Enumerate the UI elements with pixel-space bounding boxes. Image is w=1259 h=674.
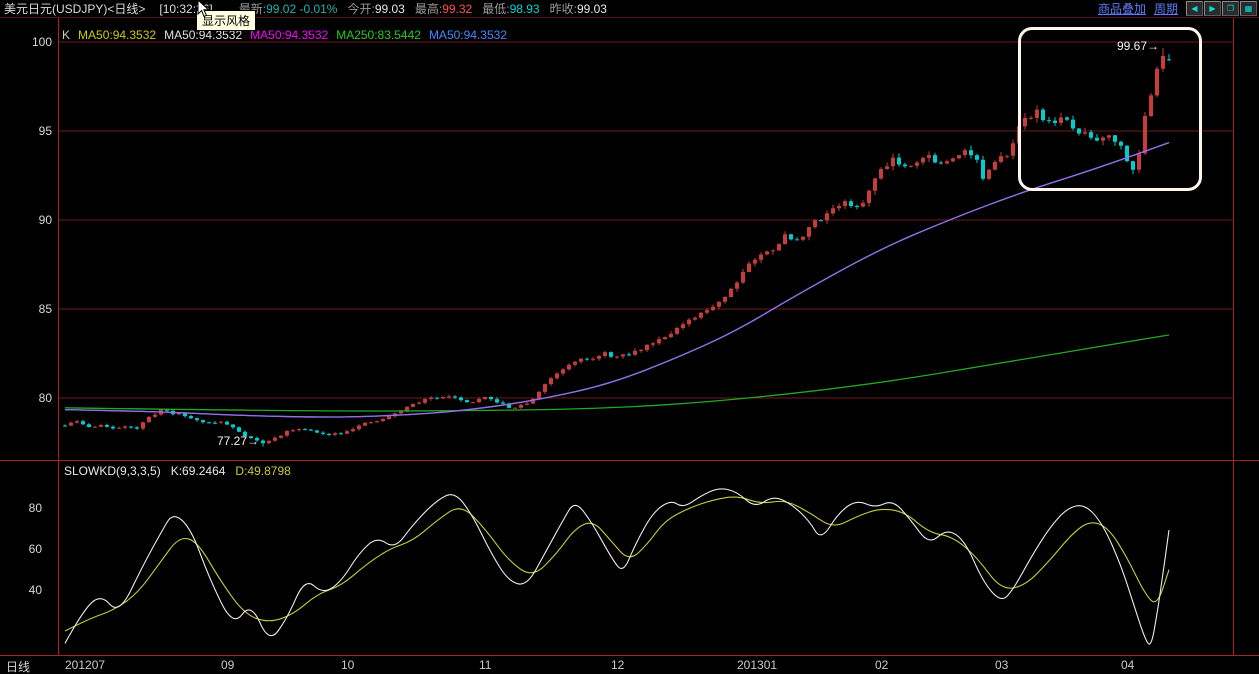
- time-axis-label: 12: [611, 658, 625, 672]
- time-axis-label: 02: [875, 658, 889, 672]
- time-axis-label: 03: [995, 658, 1009, 672]
- kd-line-D: [64, 496, 1170, 632]
- mouse-cursor: [197, 0, 210, 18]
- quote-item: 最低:98.93: [482, 0, 539, 17]
- high-price-annotation: 99.67→: [1117, 38, 1160, 53]
- kd-indicator-title: SLOWKD(9,3,3,5): [64, 464, 161, 478]
- quote-label: 最低:: [482, 2, 510, 16]
- up-candle-bodies: [69, 55, 1165, 444]
- time-axis-label: 201207: [65, 658, 106, 672]
- time-axis-label: 04: [1121, 658, 1135, 672]
- down-candle-bodies: [63, 59, 1171, 444]
- price-axis-label: 100: [31, 35, 52, 49]
- period-tab-label: 日线: [6, 660, 31, 674]
- window-restore-button[interactable]: ❐: [1222, 1, 1239, 16]
- indicator-label: MA50:94.3532: [164, 28, 243, 42]
- window-tile-button[interactable]: ▦: [1240, 1, 1257, 16]
- overlay-link[interactable]: 商品叠加: [1097, 2, 1146, 16]
- ma-line-MA50: [64, 141, 1170, 418]
- kd-d-value: D:49.8798: [235, 464, 291, 478]
- quote-item: 最新:99.02 -0.01%: [239, 0, 338, 17]
- low-price-annotation: 77.27→: [217, 433, 260, 448]
- price-axis-label: 90: [38, 213, 52, 227]
- quote-value: 99.02: [266, 2, 297, 16]
- quote-label: 昨收:: [549, 2, 577, 16]
- kd-axis-label: 60: [28, 542, 42, 556]
- kd-axis-label: 40: [28, 583, 42, 597]
- quote-fields: 最新:99.02 -0.01% 今开:99.03 最高:99.32 最低:98.93 昨…: [239, 0, 617, 17]
- indicator-label: MA50:94.3532: [78, 28, 157, 42]
- quote-change: -0.01%: [296, 2, 338, 16]
- quote-label: 最高:: [414, 2, 443, 16]
- symbol-title: 美元日元(USDJPY)<日线>: [4, 2, 146, 16]
- indicator-labels-row: K MA50:94.3532 MA50:94.3532 MA50:94.3532 MA2…: [62, 28, 507, 42]
- quote-value: 98.93: [509, 2, 540, 16]
- ma-line-MA250: [64, 334, 1170, 412]
- indicator-label: MA50:94.3532: [250, 28, 329, 42]
- quote-item: 今开:99.03: [347, 0, 404, 17]
- quote-bar: 美元日元(USDJPY)<日线> [10:32:36] 最新:99.02 -0.…: [0, 0, 1259, 17]
- quote-value: 99.32: [442, 2, 473, 16]
- indicator-label: MA250:83.5442: [336, 28, 421, 42]
- kd-line-K: [64, 488, 1170, 645]
- scroll-right-button[interactable]: ▶: [1204, 1, 1221, 16]
- quote-value: 99.03: [374, 2, 405, 16]
- topbar-right: 商品叠加 周期 ◀ ▶ ❐ ▦: [1098, 0, 1259, 17]
- kd-axis-label: 80: [28, 501, 42, 515]
- window-buttons: ◀ ▶ ❐ ▦: [1186, 1, 1257, 16]
- quote-label: 今开:: [347, 2, 375, 16]
- highlight-box: [1018, 27, 1202, 191]
- price-axis-label: 95: [38, 124, 52, 138]
- quote-item: 昨收:99.03: [550, 0, 607, 17]
- price-axis-label: 85: [38, 302, 52, 316]
- price-axis-label: 80: [38, 391, 52, 405]
- quote-value: 99.03: [576, 2, 607, 16]
- kd-labels-row: SLOWKD(9,3,3,5) K:69.2464 D:49.8798: [64, 464, 291, 478]
- indicator-label: K: [62, 28, 71, 42]
- time-axis-label: 201301: [737, 658, 778, 672]
- indicator-label: MA50:94.3532: [428, 28, 507, 42]
- kd-k-value: K:69.2464: [170, 464, 226, 478]
- quote-item: 最高:99.32: [415, 0, 472, 17]
- time-axis-label: 10: [341, 658, 355, 672]
- down-candle-wicks: [64, 54, 1170, 447]
- time-axis-label: 11: [479, 658, 492, 672]
- period-link[interactable]: 周期: [1153, 2, 1178, 16]
- scroll-left-button[interactable]: ◀: [1186, 1, 1203, 16]
- up-candle-wicks: [70, 47, 1164, 445]
- time-axis-label: 09: [221, 658, 235, 672]
- ma-line-MA50b: [64, 141, 1170, 418]
- style-tooltip: 显示风格: [196, 10, 257, 31]
